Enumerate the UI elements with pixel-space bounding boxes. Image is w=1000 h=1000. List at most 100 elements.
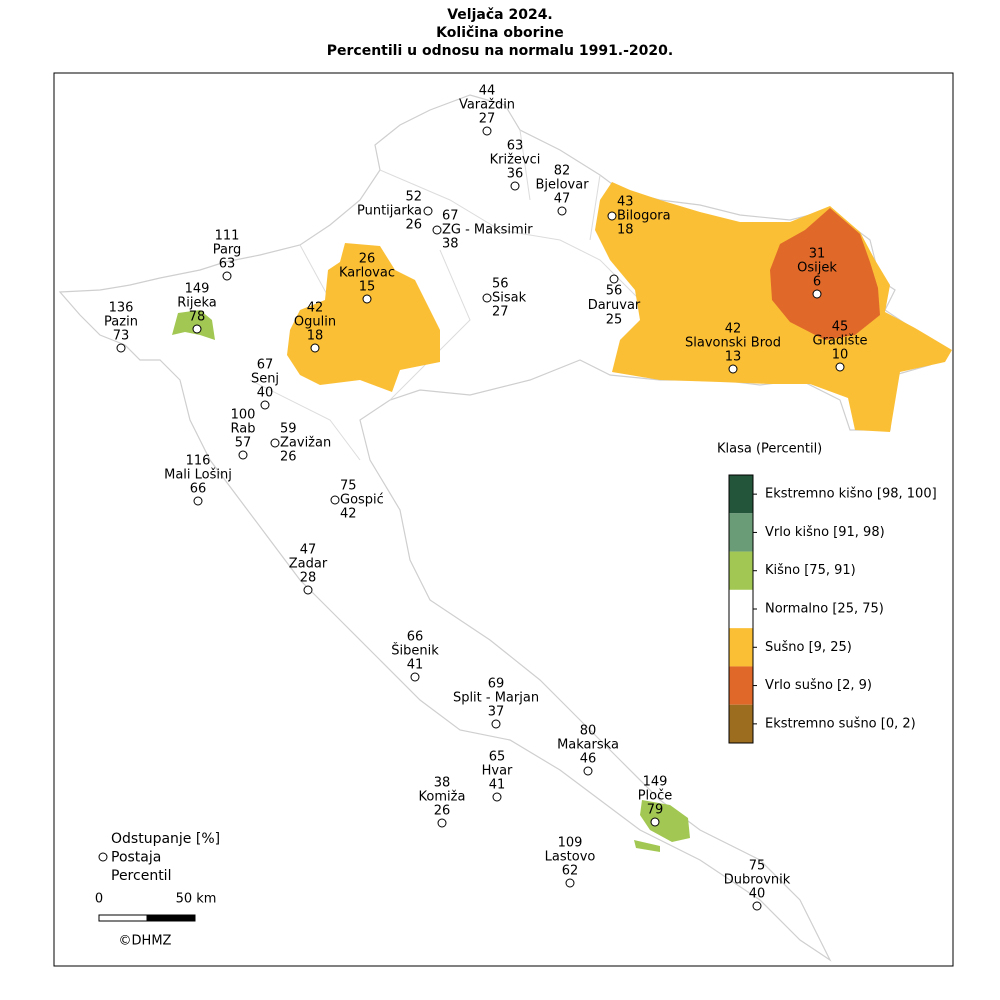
station-marker	[482, 293, 492, 303]
deviation-label: 59	[280, 422, 297, 437]
station-name: Ogulin	[294, 315, 336, 330]
legend-border	[728, 474, 754, 744]
percentile-label: 46	[580, 752, 597, 767]
station-marker	[812, 289, 822, 299]
station-marker	[728, 364, 738, 374]
key-label: Postaja	[111, 850, 161, 866]
legend: Klasa (Percentil) Ekstremno kišno [98, 1…	[717, 442, 937, 744]
percentile-label: 36	[507, 167, 524, 182]
station-marker	[565, 878, 575, 888]
deviation-label: 67	[257, 358, 274, 373]
station-marker	[482, 126, 492, 136]
legend-swatch	[729, 513, 753, 552]
legend-swatch	[729, 704, 753, 743]
percentile-label: 27	[479, 112, 496, 127]
scale-bar	[146, 914, 196, 922]
percentile-label: 41	[489, 778, 506, 793]
deviation-label: 149	[643, 775, 668, 790]
deviation-label: 66	[407, 630, 424, 645]
percentile-label: 63	[219, 257, 236, 272]
country-outline	[58, 94, 952, 962]
percentile-label: 47	[554, 192, 571, 207]
station-marker	[423, 206, 433, 216]
title-line: Količina oborine	[436, 25, 564, 41]
percentile-label: 6	[813, 275, 821, 290]
station-marker	[609, 274, 619, 284]
legend-label: Kišno [75, 91)	[765, 563, 856, 578]
station-marker	[510, 181, 520, 191]
percentile-label: 79	[647, 803, 664, 818]
wet-area	[634, 800, 690, 852]
deviation-label: 44	[479, 84, 496, 99]
station-name: Zadar	[289, 557, 328, 572]
station-marker	[583, 766, 593, 776]
station-name: Daruvar	[588, 298, 641, 313]
deviation-label: 75	[340, 479, 357, 494]
percentile-label: 41	[407, 658, 424, 673]
scale-bar	[98, 914, 148, 922]
inner-borders	[249, 129, 761, 461]
station-marker	[310, 343, 320, 353]
station-name: Dubrovnik	[724, 873, 791, 888]
station-name: ZG - Maksimir	[442, 223, 533, 238]
percentile-label: 66	[190, 482, 207, 497]
wet-area	[172, 310, 215, 340]
percentile-label: 10	[832, 348, 849, 363]
deviation-label: 136	[109, 301, 134, 316]
percentile-label: 40	[749, 887, 766, 902]
percentile-label: 42	[340, 507, 357, 522]
station-marker	[260, 400, 270, 410]
deviation-label: 149	[185, 282, 210, 297]
deviation-label: 65	[489, 750, 506, 765]
deviation-label: 56	[492, 277, 509, 292]
station-marker	[650, 817, 660, 827]
station-name: Osijek	[797, 261, 837, 276]
legend-title: Klasa (Percentil)	[717, 442, 822, 457]
station-marker	[222, 271, 232, 281]
station-name: Ploče	[638, 789, 673, 804]
station-marker	[270, 438, 280, 448]
percentile-label: 57	[235, 436, 252, 451]
regions	[58, 94, 952, 962]
station-name: Pazin	[104, 315, 138, 330]
deviation-label: 111	[215, 229, 240, 244]
percentile-label: 25	[606, 313, 623, 328]
deviation-label: 42	[307, 301, 324, 316]
station-name: Zavižan	[280, 436, 331, 451]
percentile-label: 18	[307, 329, 324, 344]
dry-area	[287, 243, 440, 392]
percentile-label: 18	[617, 223, 634, 238]
station-marker	[330, 495, 340, 505]
legend-label: Ekstremno kišno [98, 100]	[765, 487, 937, 502]
station-name: Rijeka	[177, 296, 217, 311]
station-name: Karlovac	[339, 266, 395, 281]
legend-label: Vrlo sušno [2, 9)	[765, 678, 872, 693]
station-name: Gradište	[812, 334, 867, 349]
scale-label: 50 km	[176, 892, 217, 907]
station-name: Parg	[213, 243, 242, 258]
station-name: Split - Marjan	[453, 691, 539, 706]
station-name: Šibenik	[391, 643, 439, 659]
station-marker	[303, 585, 313, 595]
station-name: Križevci	[490, 153, 541, 168]
deviation-label: 42	[725, 322, 742, 337]
percentile-label: 13	[725, 350, 742, 365]
deviation-label: 45	[832, 320, 849, 335]
legend-label: Sušno [9, 25)	[765, 640, 852, 655]
station-name: Bilogora	[617, 209, 671, 224]
percentile-label: 26	[280, 450, 297, 465]
deviation-label: 47	[300, 543, 317, 558]
station-marker	[437, 818, 447, 828]
station-name: Komiža	[419, 790, 466, 805]
percentile-label: 27	[492, 305, 509, 320]
deviation-label: 67	[442, 209, 459, 224]
station-key: 0 50 km ©DHMZ Odstupanje [%] Postaja Perce…	[95, 831, 220, 949]
station-name: Senj	[251, 372, 279, 387]
station-name: Gospić	[340, 493, 384, 508]
scale-label: 0	[95, 892, 103, 907]
percentile-label: 26	[405, 218, 422, 233]
station-name: Makarska	[557, 738, 619, 753]
station-marker	[492, 792, 502, 802]
legend-swatch	[729, 589, 753, 629]
title-block: Veljača 2024. Količina oborine Percentili …	[327, 7, 673, 59]
